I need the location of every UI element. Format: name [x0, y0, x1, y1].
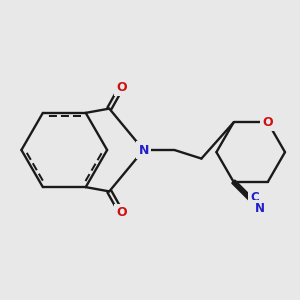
Text: N: N [138, 143, 149, 157]
Text: O: O [262, 116, 273, 129]
Text: N: N [255, 202, 265, 215]
Text: C: C [250, 191, 259, 204]
Text: O: O [116, 206, 127, 219]
Text: O: O [116, 81, 127, 94]
